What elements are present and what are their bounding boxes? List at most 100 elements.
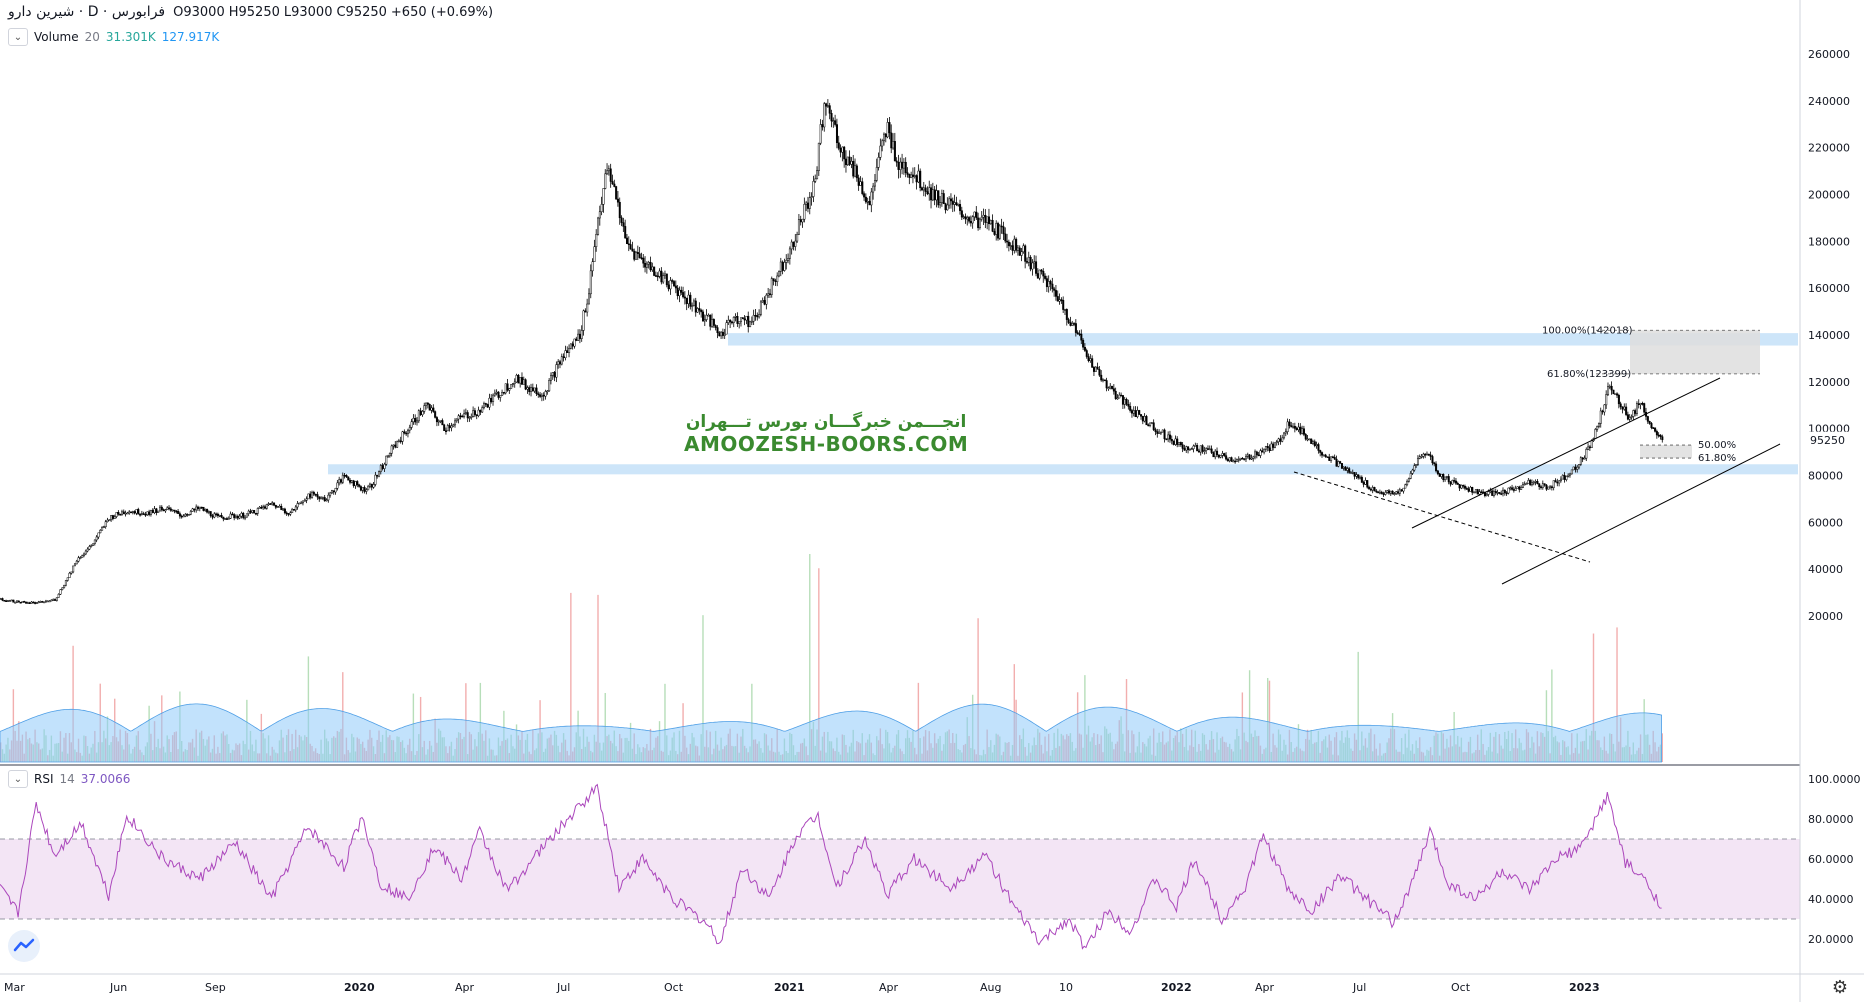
candle-body <box>1364 480 1367 485</box>
volume-bar <box>1661 733 1663 762</box>
candle-body <box>1100 374 1103 381</box>
rsi-axis[interactable]: 100.0000 80.0000 60.0000 40.0000 20.0000 <box>1808 773 1861 946</box>
candle-body <box>1219 455 1222 458</box>
candle-body <box>685 297 688 304</box>
candle-body <box>1083 346 1086 351</box>
candle-body <box>1599 410 1602 424</box>
candle-body <box>1435 463 1438 472</box>
candle-body <box>1147 424 1150 427</box>
candle-body <box>1286 421 1289 432</box>
candle-body <box>1154 429 1157 432</box>
candle-body <box>1532 481 1535 484</box>
candle-body <box>796 234 799 242</box>
candle-body <box>1054 290 1057 297</box>
candle-body <box>1183 448 1186 451</box>
candle-body <box>866 201 869 203</box>
chevron-down-icon[interactable]: ⌄ <box>8 770 28 788</box>
candle-body <box>1377 491 1380 494</box>
price-tick-label: 60000 <box>1808 516 1843 529</box>
candle-body <box>1018 247 1021 256</box>
candle-body <box>282 508 285 511</box>
candle-body <box>57 593 60 598</box>
candle-body <box>1404 484 1407 489</box>
candle-body <box>930 187 933 201</box>
candle-body <box>1509 487 1512 489</box>
time-tick-label: 2023 <box>1569 981 1600 994</box>
candle-body <box>499 395 502 398</box>
candle-body <box>604 173 607 189</box>
candle-body <box>1006 240 1009 243</box>
candle-body <box>1654 427 1657 432</box>
candle-body <box>1232 460 1235 463</box>
candle-body <box>1616 393 1619 396</box>
trendlines[interactable] <box>1293 377 1781 585</box>
candle-body <box>235 515 238 519</box>
candle-body <box>577 333 580 341</box>
candle-body <box>61 587 64 590</box>
candle-body <box>341 474 344 483</box>
candle-body <box>434 411 437 418</box>
candle-body <box>26 602 29 604</box>
candle-body <box>826 105 829 107</box>
candle-body <box>1400 489 1403 492</box>
chevron-down-icon[interactable]: ⌄ <box>8 28 28 46</box>
candle-body <box>653 266 656 276</box>
candle-body <box>627 243 630 245</box>
candle-body <box>1424 453 1427 456</box>
candle-body <box>910 174 913 178</box>
candle-body <box>1098 369 1101 376</box>
candle-body <box>741 317 744 320</box>
candle-body <box>298 502 301 505</box>
candle-body <box>463 413 466 417</box>
candle-body <box>410 421 413 428</box>
candle-body <box>215 513 218 516</box>
candle-body <box>274 505 277 508</box>
candle-body <box>759 301 762 315</box>
candle-body <box>915 175 918 183</box>
candle-body <box>435 417 438 423</box>
candle-body <box>1487 491 1490 495</box>
candle-body <box>872 185 875 193</box>
candle-body <box>962 216 965 218</box>
candle-body <box>931 189 934 201</box>
candle-body <box>654 275 657 277</box>
candle-body <box>128 511 131 514</box>
candle-body <box>144 514 147 516</box>
candle-body <box>334 487 337 493</box>
candle-body <box>220 515 223 518</box>
candle-body <box>555 364 558 378</box>
candle-body <box>484 403 487 405</box>
candle-body <box>1628 417 1631 420</box>
candle-body <box>801 218 804 223</box>
fibonacci-retracement[interactable]: 100.00%(142018) 61.80%(123399) 50.00% 61.80… <box>1542 325 1760 464</box>
tradingview-logo-icon[interactable] <box>8 930 40 962</box>
candle-body <box>778 271 781 277</box>
symbol-title[interactable]: شیرین دارو · D · فرابورس <box>8 4 166 20</box>
candle-body <box>363 487 366 492</box>
candle-body <box>1587 446 1590 450</box>
candle-body <box>1462 485 1465 487</box>
price-axis[interactable]: 260000 240000 220000 200000 180000 160000 1400… <box>1802 48 1854 623</box>
candle-body <box>1138 410 1141 415</box>
candle-body <box>986 216 989 223</box>
descending-trendline <box>1293 471 1591 563</box>
time-axis[interactable]: Mar Jun Sep 2020 Apr Jul Oct 2021 Apr Aug 10 2022 Ap… <box>0 973 1864 994</box>
candle-body <box>45 600 47 603</box>
candle-body <box>368 483 371 487</box>
candle-body <box>1158 431 1161 434</box>
support-resistance-zones[interactable] <box>328 333 1798 475</box>
candle-body <box>1474 489 1477 493</box>
candle-body <box>464 412 467 415</box>
candle-body <box>318 496 321 500</box>
time-tick-label: Jun <box>109 981 127 994</box>
candle-body <box>472 410 475 417</box>
gear-icon[interactable]: ⚙ <box>1831 977 1848 998</box>
candle-body <box>1567 474 1570 477</box>
candle-body <box>680 289 683 293</box>
candle-body <box>1275 441 1278 444</box>
candle-body <box>1002 226 1005 235</box>
candle-body <box>1217 454 1220 458</box>
candle-body <box>385 455 388 465</box>
candle-body <box>828 105 831 114</box>
